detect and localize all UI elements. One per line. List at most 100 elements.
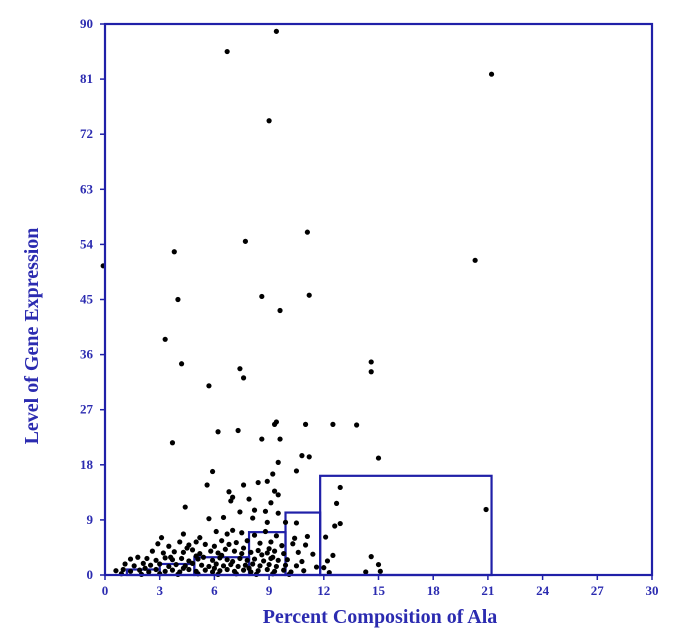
data-point bbox=[306, 454, 312, 460]
data-point bbox=[240, 545, 247, 551]
data-point bbox=[206, 516, 212, 522]
data-point bbox=[240, 375, 247, 381]
data-point bbox=[209, 557, 216, 563]
data-point bbox=[264, 550, 270, 556]
x-tick-label: 30 bbox=[646, 583, 659, 598]
data-point bbox=[483, 506, 489, 513]
data-point bbox=[142, 565, 148, 571]
data-point bbox=[242, 238, 248, 244]
data-point bbox=[293, 468, 300, 474]
data-point bbox=[295, 549, 301, 555]
x-tick-label: 24 bbox=[536, 583, 550, 598]
plot-frame bbox=[103, 22, 654, 577]
data-point bbox=[488, 71, 495, 77]
data-point bbox=[261, 558, 267, 564]
x-axis-title: Percent Composition of Ala bbox=[263, 606, 498, 628]
data-point bbox=[204, 482, 210, 488]
data-point bbox=[282, 519, 289, 525]
plot-border bbox=[103, 22, 654, 577]
data-point bbox=[206, 563, 212, 570]
data-point bbox=[160, 550, 166, 556]
data-point bbox=[224, 566, 230, 573]
data-point bbox=[122, 561, 128, 567]
data-point bbox=[281, 567, 287, 573]
data-point bbox=[275, 557, 281, 563]
data-point bbox=[144, 555, 150, 562]
data-point bbox=[206, 383, 212, 389]
y-axis-title: Level of Gene Expression bbox=[21, 228, 43, 445]
data-point bbox=[277, 436, 283, 442]
data-point bbox=[184, 545, 190, 551]
data-point bbox=[137, 567, 143, 573]
x-tick-label: 21 bbox=[481, 583, 494, 598]
data-point bbox=[262, 508, 269, 514]
data-point bbox=[279, 543, 285, 549]
data-point bbox=[189, 547, 196, 553]
data-point bbox=[333, 500, 340, 506]
y-tick-label: 81 bbox=[80, 71, 93, 86]
data-point bbox=[147, 562, 154, 568]
data-point bbox=[273, 28, 279, 34]
data-point bbox=[375, 561, 382, 568]
data-point bbox=[326, 569, 332, 576]
data-point bbox=[472, 257, 478, 263]
data-point bbox=[228, 561, 234, 568]
data-point bbox=[231, 548, 238, 554]
data-point bbox=[302, 421, 309, 427]
data-point bbox=[271, 488, 278, 494]
y-tick-label: 54 bbox=[80, 236, 94, 251]
y-tick-label: 45 bbox=[80, 292, 94, 307]
data-point bbox=[262, 528, 269, 535]
data-point bbox=[264, 478, 270, 484]
data-point bbox=[189, 560, 196, 566]
data-point bbox=[135, 554, 141, 560]
data-point bbox=[244, 557, 250, 563]
data-point bbox=[282, 562, 289, 568]
data-point bbox=[240, 482, 247, 488]
data-point bbox=[266, 546, 272, 552]
data-point bbox=[158, 535, 165, 541]
data-point bbox=[275, 492, 281, 498]
x-tick-label: 15 bbox=[372, 583, 386, 598]
data-point bbox=[228, 498, 234, 504]
data-point bbox=[273, 563, 279, 570]
x-tick-label: 12 bbox=[317, 583, 330, 598]
data-point bbox=[166, 563, 172, 570]
data-point bbox=[270, 471, 276, 477]
data-point bbox=[224, 557, 230, 563]
data-point bbox=[213, 561, 219, 567]
data-point bbox=[202, 567, 208, 573]
x-tick-label: 0 bbox=[102, 583, 109, 598]
data-point bbox=[180, 531, 187, 537]
data-point bbox=[237, 366, 243, 372]
data-point bbox=[301, 568, 307, 574]
data-point bbox=[330, 421, 336, 427]
data-point bbox=[208, 548, 214, 554]
data-point bbox=[239, 550, 245, 557]
data-point bbox=[255, 479, 261, 486]
data-point bbox=[127, 568, 134, 574]
y-axis-ticks: 0 9 18 27 36 45 54 63 72 81 90 bbox=[80, 16, 105, 582]
data-point bbox=[131, 563, 137, 569]
data-point bbox=[304, 229, 310, 235]
data-point bbox=[273, 419, 279, 425]
data-point bbox=[197, 550, 203, 557]
data-point bbox=[268, 500, 274, 506]
data-point bbox=[162, 568, 168, 574]
data-point bbox=[166, 543, 172, 549]
data-point bbox=[242, 562, 248, 568]
data-point bbox=[177, 539, 183, 545]
data-point bbox=[313, 564, 320, 570]
data-point bbox=[239, 530, 245, 536]
data-point bbox=[304, 533, 310, 540]
data-point bbox=[180, 565, 187, 571]
data-point bbox=[237, 555, 243, 562]
data-point bbox=[251, 556, 258, 562]
data-point bbox=[226, 541, 232, 547]
y-tick-label: 18 bbox=[80, 457, 94, 472]
data-point bbox=[259, 293, 265, 300]
data-point bbox=[363, 569, 369, 575]
data-point bbox=[310, 551, 316, 557]
data-point bbox=[162, 336, 168, 342]
